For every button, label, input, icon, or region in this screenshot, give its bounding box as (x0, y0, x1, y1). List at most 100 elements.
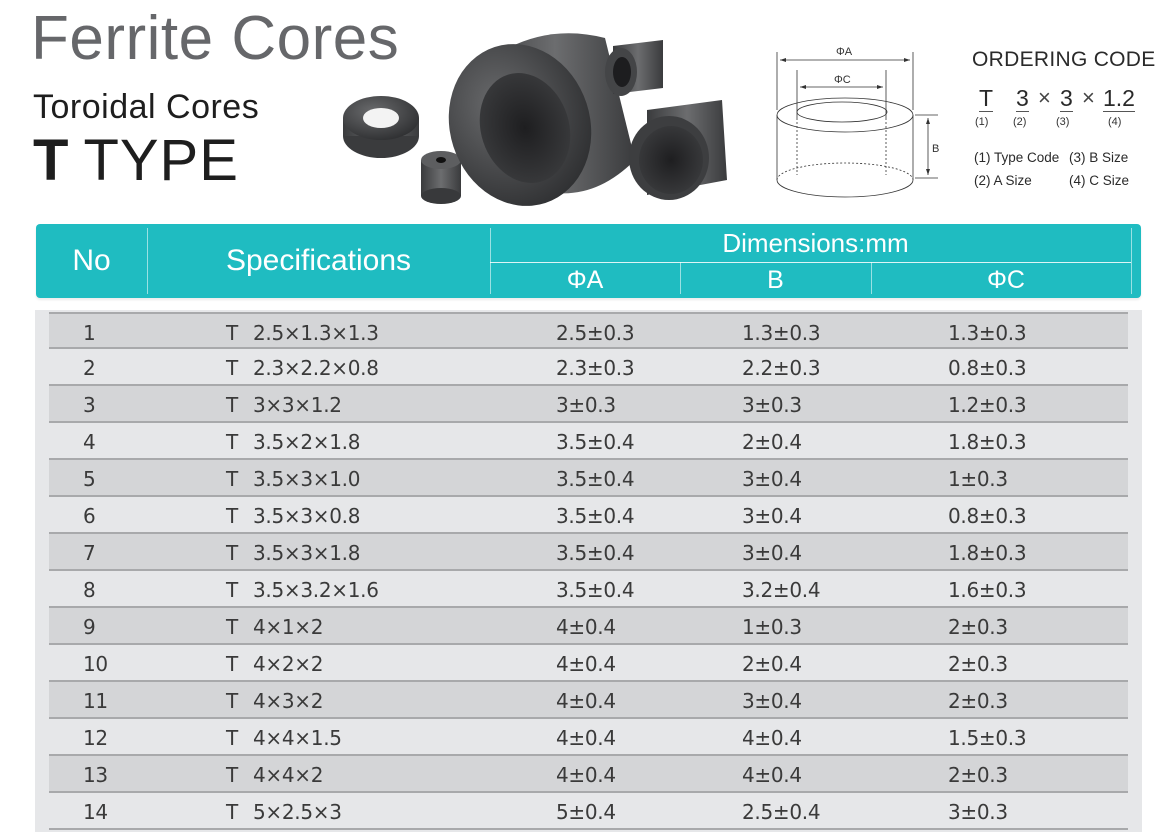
cell-type-code: T (226, 321, 238, 345)
header-divider (680, 262, 681, 294)
cell-phi-a: 3.5±0.4 (556, 541, 635, 565)
ordering-code-box: ORDERING CODE T 3 × 3 × 1.2 (1) (2) (3) … (972, 48, 1162, 192)
cell-phi-a: 4±0.4 (556, 615, 616, 639)
cell-phi-a: 4±0.4 (556, 763, 616, 787)
table-header: No Specifications Dimensions:mm ΦA B ΦC (36, 224, 1141, 298)
cell-phi-c: 1.5±0.3 (948, 726, 1027, 750)
table-row: 5 T 3.5×3×1.0 3.5±0.4 3±0.4 1±0.3 (49, 460, 1128, 497)
cell-specification: 3.5×3×0.8 (253, 504, 361, 528)
index-1: (1) (975, 116, 989, 128)
cell-phi-a: 4±0.4 (556, 689, 616, 713)
cell-b: 4±0.4 (742, 763, 802, 787)
cell-type-code: T (226, 763, 238, 787)
cell-b: 2±0.4 (742, 430, 802, 454)
cell-no: 9 (83, 615, 96, 639)
cell-type-code: T (226, 467, 238, 491)
code-part-type: T (979, 85, 994, 112)
header-divider (1131, 228, 1132, 294)
cell-no: 4 (83, 430, 96, 454)
cell-specification: 3.5×3×1.0 (253, 467, 361, 491)
large-toroid (448, 33, 635, 206)
cell-phi-c: 1±0.3 (948, 467, 1008, 491)
cell-specification: 3.5×3.2×1.6 (253, 578, 379, 602)
code-part-a: 3 (1016, 85, 1029, 112)
diagram-label-c: ΦC (834, 74, 851, 86)
cell-b: 3±0.4 (742, 689, 802, 713)
cell-type-code: T (226, 430, 238, 454)
cell-specification: 4×4×2 (253, 763, 324, 787)
table-row: 2 T 2.3×2.2×0.8 2.3±0.3 2.2±0.3 0.8±0.3 (49, 349, 1128, 386)
cell-no: 1 (83, 321, 96, 345)
table-row: 12 T 4×4×1.5 4±0.4 4±0.4 1.5±0.3 (49, 719, 1128, 756)
ordering-code-title: ORDERING CODE (972, 48, 1156, 71)
legend-a-size: (2) A Size (974, 173, 1032, 188)
cell-phi-c: 1.2±0.3 (948, 393, 1027, 417)
ordering-code-legend: (1) Type Code (3) B Size (2) A Size (4) … (972, 146, 1162, 192)
code-part-b: 3 (1060, 85, 1073, 112)
legend-b-size: (3) B Size (1069, 150, 1129, 165)
cell-type-code: T (226, 800, 238, 824)
column-header-phi-a: ΦA (566, 265, 604, 294)
cell-b: 1±0.3 (742, 615, 802, 639)
cell-no: 5 (83, 467, 96, 491)
ferrite-cores-photo (343, 33, 727, 206)
cell-phi-a: 2.3±0.3 (556, 356, 635, 380)
cell-no: 12 (83, 726, 108, 750)
cell-phi-a: 4±0.4 (556, 652, 616, 676)
cell-phi-a: 3±0.3 (556, 393, 616, 417)
cell-phi-a: 5±0.4 (556, 800, 616, 824)
table-row: 4 T 3.5×2×1.8 3.5±0.4 2±0.4 1.8±0.3 (49, 423, 1128, 460)
table-row: 8 T 3.5×3.2×1.6 3.5±0.4 3.2±0.4 1.6±0.3 (49, 571, 1128, 608)
table-row: 13 T 4×4×2 4±0.4 4±0.4 2±0.3 (49, 756, 1128, 793)
cell-no: 10 (83, 652, 108, 676)
cell-no: 2 (83, 356, 96, 380)
cell-b: 2.2±0.3 (742, 356, 821, 380)
cell-b: 2.5±0.4 (742, 800, 821, 824)
cell-no: 13 (83, 763, 108, 787)
cell-no: 11 (83, 689, 108, 713)
cell-phi-c: 2±0.3 (948, 763, 1008, 787)
cell-b: 3±0.4 (742, 504, 802, 528)
header-divider (147, 228, 148, 294)
cell-specification: 4×2×2 (253, 652, 324, 676)
legend-c-size: (4) C Size (1069, 173, 1130, 188)
table-row: 7 T 3.5×3×1.8 3.5±0.4 3±0.4 1.8±0.3 (49, 534, 1128, 571)
cell-phi-a: 4±0.4 (556, 726, 616, 750)
cell-b: 3±0.3 (742, 393, 802, 417)
code-times: × (1038, 85, 1051, 110)
small-toroid (343, 96, 419, 158)
header-divider (490, 262, 1131, 263)
diagram-label-b: B (932, 143, 939, 155)
code-times: × (1082, 85, 1095, 110)
column-header-specifications: Specifications (225, 244, 412, 277)
type-prefix: T (33, 128, 70, 193)
cell-specification: 4×4×1.5 (253, 726, 342, 750)
cell-phi-c: 1.8±0.3 (948, 430, 1027, 454)
cell-type-code: T (226, 356, 238, 380)
cell-specification: 4×1×2 (253, 615, 324, 639)
cell-phi-c: 2±0.3 (948, 689, 1008, 713)
cell-phi-c: 1.8±0.3 (948, 541, 1027, 565)
sleeve-core-small (605, 40, 663, 96)
cell-type-code: T (226, 578, 238, 602)
cell-phi-c: 2±0.3 (948, 652, 1008, 676)
ordering-code-indices: (1) (2) (3) (4) (972, 116, 1162, 132)
cell-type-code: T (226, 504, 238, 528)
header-divider (871, 262, 872, 294)
table-row: 3 T 3×3×1.2 3±0.3 3±0.3 1.2±0.3 (49, 386, 1128, 423)
cell-phi-c: 0.8±0.3 (948, 356, 1027, 380)
index-4: (4) (1108, 116, 1122, 128)
cell-no: 3 (83, 393, 96, 417)
column-header-no: No (72, 244, 111, 277)
table-row: 10 T 4×2×2 4±0.4 2±0.4 2±0.3 (49, 645, 1128, 682)
page-subtitle: Toroidal Cores (33, 88, 260, 126)
cell-type-code: T (226, 652, 238, 676)
cell-b: 1.3±0.3 (742, 321, 821, 345)
cell-specification: 4×3×2 (253, 689, 324, 713)
cell-phi-c: 1.3±0.3 (948, 321, 1027, 345)
cell-specification: 3.5×3×1.8 (253, 541, 361, 565)
cell-b: 4±0.4 (742, 726, 802, 750)
table-body: 1 T 2.5×1.3×1.3 2.5±0.3 1.3±0.3 1.3±0.3 2 T 2.3×… (49, 312, 1128, 830)
cell-no: 7 (83, 541, 96, 565)
type-label: TYPE (83, 128, 239, 193)
